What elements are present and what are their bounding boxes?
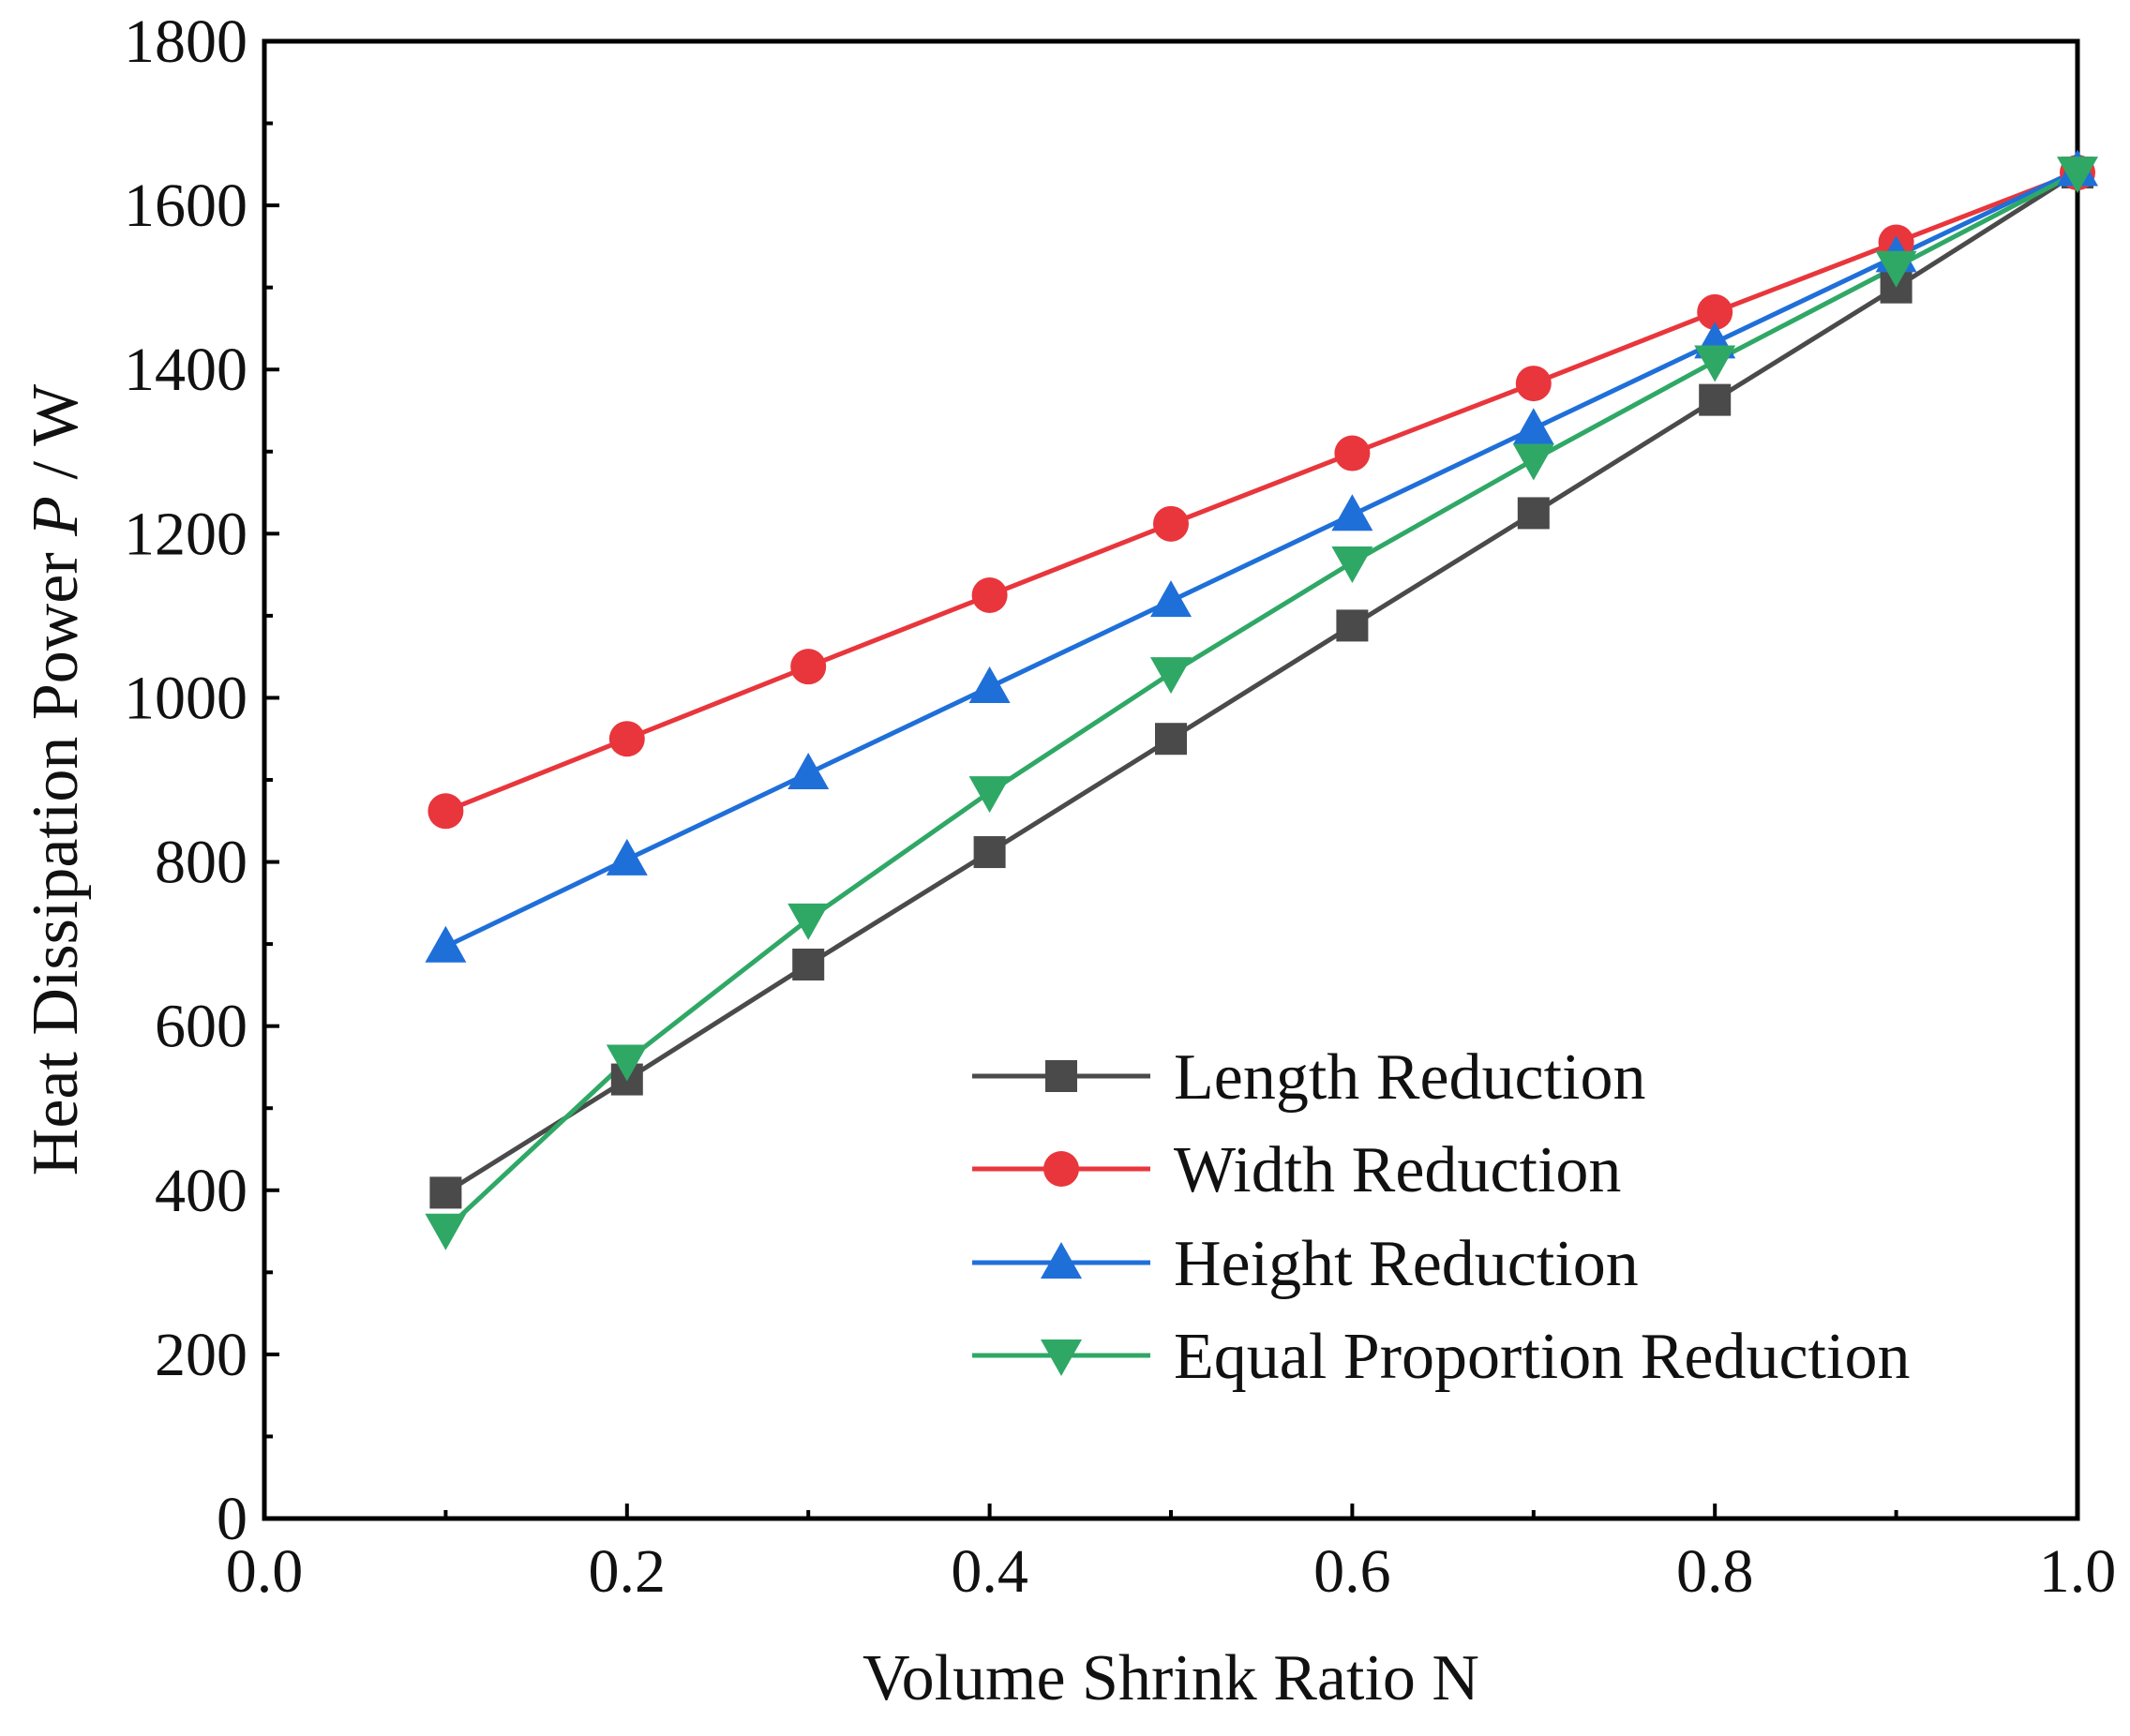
data-point-equal-proportion-reduction [1875, 250, 1917, 288]
legend-label-equal-proportion-reduction: Equal Proportion Reduction [1174, 1321, 1910, 1393]
data-point-height-reduction [1331, 494, 1373, 531]
data-point-equal-proportion-reduction [425, 1213, 467, 1250]
data-point-equal-proportion-reduction [1331, 546, 1373, 583]
data-point-width-reduction [1515, 366, 1552, 402]
y-axis-title: Heat Dissipation Power P / W [20, 384, 92, 1175]
data-point-width-reduction [428, 793, 464, 830]
series-markers [425, 149, 2098, 1250]
data-point-equal-proportion-reduction [788, 903, 830, 940]
y-axis-title-prefix: Heat Dissipation Power [20, 536, 92, 1175]
x-axis-title: Volume Shrink Ratio N [862, 1642, 1479, 1714]
data-point-length-reduction [1155, 723, 1187, 756]
legend-label-width-reduction: Width Reduction [1174, 1134, 1621, 1206]
series-lines [443, 168, 2079, 1232]
x-tick-label: 0.0 [226, 1537, 304, 1606]
y-tick-label: 200 [155, 1321, 248, 1389]
series-line-equal-proportion-reduction [443, 170, 2079, 1232]
plot-area [262, 38, 2080, 1521]
data-point-height-reduction [788, 752, 830, 789]
data-point-width-reduction [608, 721, 645, 757]
x-tick-label: 0.4 [951, 1537, 1028, 1606]
x-tick-label: 0.8 [1676, 1537, 1754, 1606]
x-tick-label: 0.2 [589, 1537, 667, 1606]
y-tick-label: 800 [155, 829, 248, 897]
series-line-length-reduction [444, 170, 2079, 1195]
legend-marker-width-reduction [1043, 1151, 1079, 1187]
y-axis-title-symbol: P [20, 496, 92, 537]
series-line-width-reduction [444, 170, 2078, 814]
legend: Length Reduction Width Reduction Height Re… [972, 1041, 1910, 1393]
x-axis: 0.0 0.2 0.4 0.6 0.8 1.0 [226, 1504, 2117, 1606]
data-point-height-reduction [425, 925, 467, 963]
data-point-height-reduction [1150, 580, 1192, 618]
y-tick-label: 1400 [124, 336, 248, 404]
data-point-equal-proportion-reduction [1150, 657, 1192, 695]
x-tick-label: 0.6 [1313, 1537, 1391, 1606]
y-tick-label: 600 [155, 993, 248, 1061]
data-point-length-reduction [792, 949, 825, 980]
data-point-length-reduction [1336, 609, 1369, 642]
data-point-length-reduction [1699, 383, 1732, 416]
legend-marker-height-reduction [1041, 1242, 1082, 1279]
y-tick-label: 1200 [124, 500, 248, 568]
y-tick-label: 400 [155, 1157, 248, 1225]
legend-marker-equal-proportion-reduction [1041, 1339, 1082, 1376]
data-point-length-reduction [429, 1176, 462, 1209]
data-point-height-reduction [968, 666, 1011, 704]
data-point-width-reduction [790, 649, 827, 685]
data-point-height-reduction [1512, 408, 1554, 445]
data-point-equal-proportion-reduction [2057, 157, 2098, 194]
data-point-height-reduction [606, 838, 648, 875]
legend-label-height-reduction: Height Reduction [1174, 1228, 1639, 1300]
data-point-equal-proportion-reduction [968, 776, 1011, 814]
data-point-width-reduction [1697, 293, 1733, 330]
plot-frame [262, 38, 2080, 1521]
y-axis: 0 200 400 600 800 1000 1200 1400 1600 1800 [124, 7, 279, 1553]
y-tick-label: 1000 [124, 664, 248, 732]
y-axis-title-unit: / W [20, 384, 92, 496]
data-point-equal-proportion-reduction [606, 1044, 648, 1082]
y-tick-label: 1800 [124, 7, 248, 76]
data-point-length-reduction [1517, 497, 1550, 530]
data-point-equal-proportion-reduction [1694, 345, 1736, 382]
y-tick-label: 0 [217, 1485, 248, 1553]
y-tick-label: 1600 [124, 172, 248, 240]
x-tick-label: 1.0 [2039, 1537, 2117, 1606]
data-point-length-reduction [973, 836, 1006, 869]
data-point-width-reduction [1153, 505, 1189, 542]
data-point-equal-proportion-reduction [1512, 443, 1554, 481]
data-point-width-reduction [971, 577, 1008, 613]
legend-marker-length-reduction [1045, 1060, 1077, 1092]
series-line-height-reduction [444, 168, 2079, 949]
legend-label-length-reduction: Length Reduction [1174, 1041, 1646, 1114]
data-point-width-reduction [1334, 435, 1371, 471]
